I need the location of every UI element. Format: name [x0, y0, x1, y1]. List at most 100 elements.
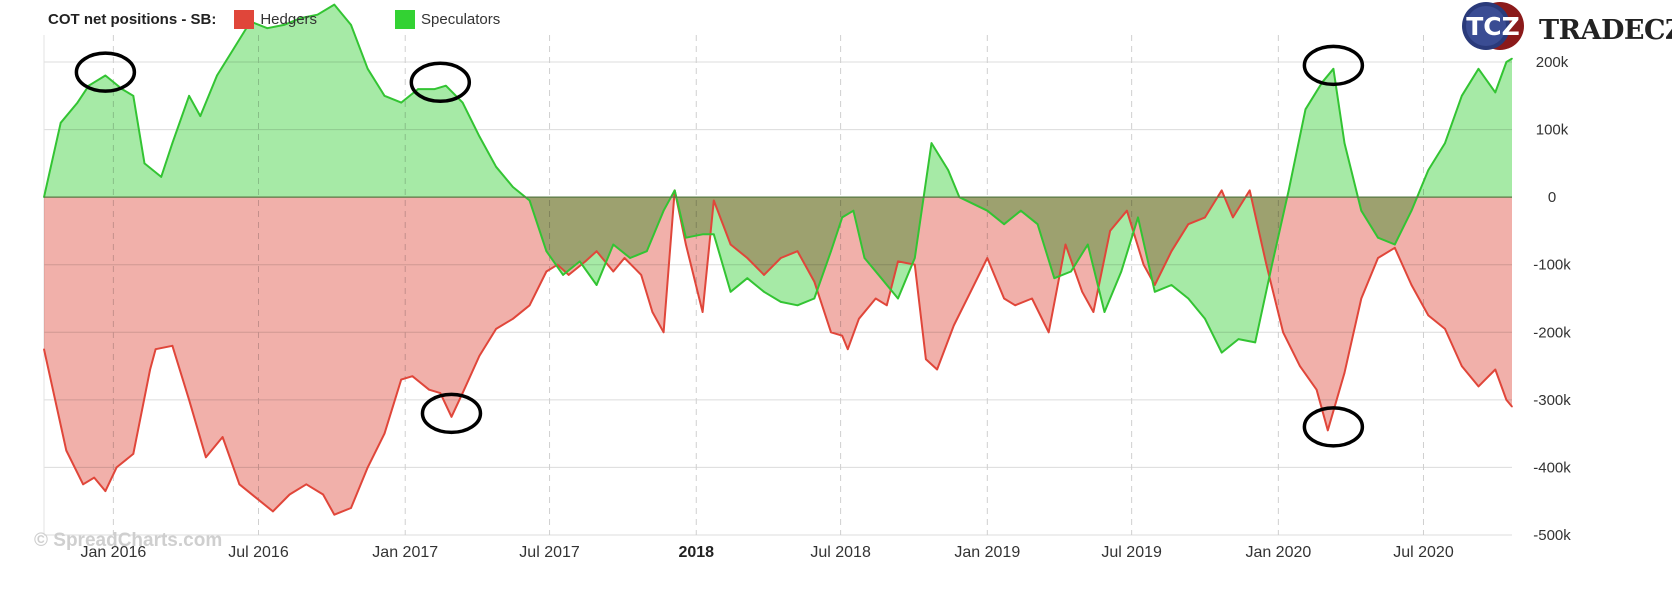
- point-hedgers: [969, 291, 972, 293]
- point-speculators: [545, 250, 548, 252]
- point-speculators: [1271, 263, 1273, 266]
- point-speculators: [400, 101, 403, 104]
- legend-item-hedgers[interactable]: Hedgers: [234, 9, 317, 29]
- point-speculators: [701, 233, 704, 236]
- point-speculators: [1511, 57, 1513, 60]
- point-hedgers: [238, 483, 241, 486]
- point-hedgers: [132, 453, 135, 455]
- point-speculators: [1254, 341, 1256, 344]
- y-tick-label: -500k: [1533, 527, 1571, 544]
- point-speculators: [171, 142, 174, 144]
- x-tick-label: Jan 2020: [1245, 544, 1311, 561]
- point-hedgers: [545, 270, 548, 273]
- point-speculators: [300, 17, 302, 19]
- point-speculators: [1003, 223, 1005, 225]
- speculators-swatch: [395, 9, 416, 29]
- point-speculators: [316, 13, 319, 16]
- point-hedgers: [1047, 331, 1050, 334]
- point-speculators: [1477, 68, 1480, 70]
- point-speculators: [1444, 142, 1446, 144]
- point-speculators: [729, 291, 732, 293]
- point-hedgers: [411, 375, 414, 378]
- point-hedgers: [333, 513, 336, 516]
- tradecz-logo: TCZ: [1462, 2, 1524, 50]
- point-hedgers: [662, 331, 665, 334]
- point-speculators: [1343, 142, 1346, 144]
- point-hedgers: [1126, 209, 1128, 212]
- point-speculators: [417, 88, 419, 90]
- point-speculators: [461, 101, 464, 104]
- point-speculators: [478, 135, 481, 138]
- point-hedgers: [1170, 250, 1173, 252]
- point-speculators: [512, 186, 514, 188]
- point-hedgers: [1092, 311, 1095, 313]
- point-hedgers: [428, 388, 430, 391]
- point-hedgers: [255, 497, 257, 499]
- area-speculators: [44, 4, 1512, 353]
- point-hedgers: [701, 311, 704, 313]
- point-speculators: [1103, 311, 1106, 313]
- point-speculators: [914, 257, 916, 259]
- point-speculators: [830, 250, 832, 252]
- point-hedgers: [383, 432, 386, 435]
- point-speculators: [1494, 91, 1497, 94]
- point-speculators: [1505, 61, 1508, 63]
- point-hedgers: [350, 507, 352, 509]
- point-speculators: [595, 284, 598, 286]
- point-hedgers: [1142, 263, 1145, 266]
- point-speculators: [662, 209, 665, 212]
- point-hedgers: [1505, 399, 1508, 401]
- point-hedgers: [914, 263, 916, 266]
- point-hedgers: [93, 476, 95, 479]
- point-speculators: [433, 88, 436, 90]
- point-hedgers: [1248, 189, 1251, 192]
- point-hedgers: [986, 257, 989, 259]
- point-speculators: [1036, 223, 1039, 225]
- point-hedgers: [1444, 328, 1446, 330]
- point-hedgers: [366, 466, 369, 469]
- point-hedgers: [1187, 223, 1190, 225]
- x-tick-label: Jul 2020: [1393, 544, 1454, 561]
- logo-name: TRADECZ: [1539, 15, 1672, 46]
- point-hedgers: [847, 348, 849, 351]
- legend-item-speculators[interactable]: Speculators: [395, 9, 500, 29]
- point-hedgers: [936, 368, 938, 371]
- point-speculators: [233, 47, 235, 50]
- point-speculators: [143, 162, 146, 165]
- point-speculators: [132, 95, 135, 97]
- point-speculators: [350, 24, 352, 26]
- point-speculators: [104, 74, 107, 77]
- y-tick-label: 200k: [1536, 54, 1569, 71]
- point-hedgers: [1282, 331, 1284, 334]
- point-speculators: [579, 260, 581, 263]
- point-speculators: [646, 250, 648, 252]
- point-speculators: [863, 257, 866, 259]
- line-hedgers: [43, 189, 1513, 516]
- point-hedgers: [1265, 263, 1268, 266]
- point-speculators: [1053, 277, 1056, 280]
- point-hedgers: [813, 280, 816, 283]
- x-tick-label: Jul 2016: [228, 544, 289, 561]
- point-hedgers: [1477, 385, 1480, 388]
- point-hedgers: [512, 318, 514, 320]
- point-hedgers: [1109, 230, 1111, 232]
- line-speculators: [43, 3, 1513, 354]
- point-speculators: [1304, 108, 1307, 111]
- y-tick-label: 0: [1548, 189, 1556, 206]
- point-hedgers: [796, 250, 799, 252]
- logo-mark: TCZ: [1466, 12, 1520, 41]
- point-hedgers: [104, 490, 107, 492]
- point-speculators: [1154, 291, 1156, 293]
- point-speculators: [852, 209, 855, 212]
- annotations: [74, 44, 1365, 448]
- annotation-ellipse: [1302, 406, 1365, 448]
- point-hedgers: [897, 260, 899, 263]
- point-speculators: [59, 122, 62, 124]
- point-speculators: [746, 277, 749, 280]
- point-hedgers: [1327, 429, 1329, 432]
- point-speculators: [1204, 318, 1206, 320]
- point-hedgers: [1154, 284, 1156, 286]
- annotation-ellipse: [1302, 44, 1365, 87]
- point-hedgers: [528, 304, 531, 307]
